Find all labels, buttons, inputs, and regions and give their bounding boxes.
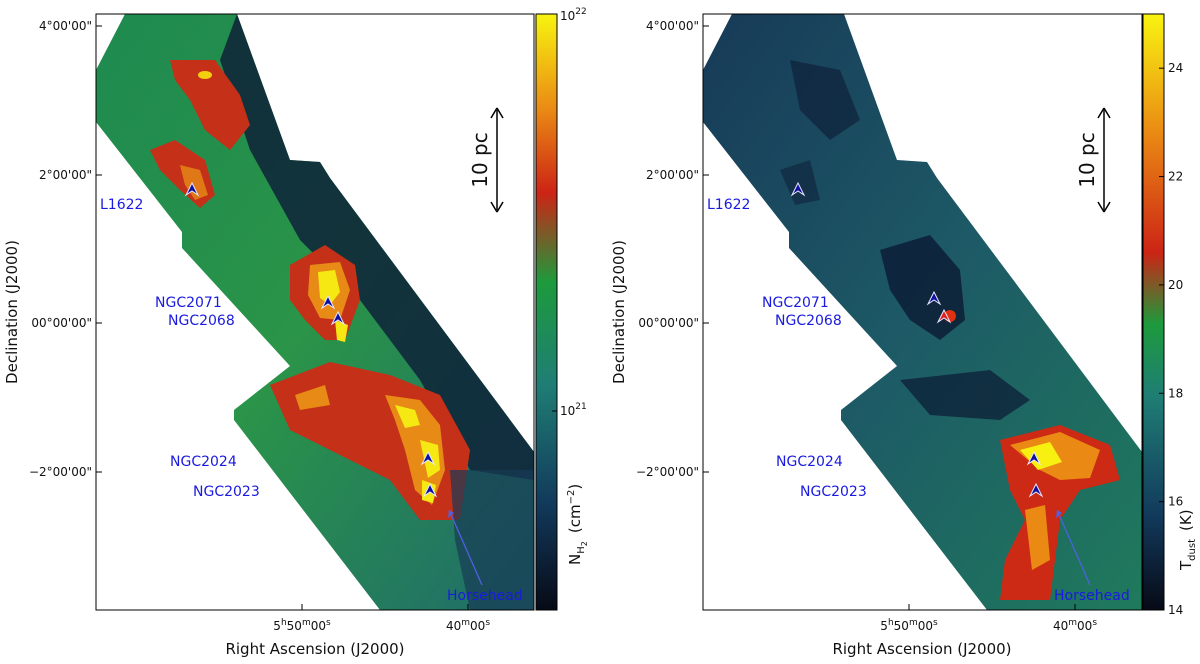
left-x-axis: 5h50m00s 40m00s Right Ascension (J2000) <box>225 604 490 658</box>
right-map <box>703 14 1142 610</box>
left-scale-label: 10 pc <box>468 132 492 188</box>
right-scale-bar: 10 pc <box>1075 107 1111 213</box>
left-marker-ngc2068 <box>330 310 346 326</box>
right-label-horsehead: Horsehead <box>1054 588 1130 604</box>
right-xtick-1: 40m00s <box>1053 618 1097 633</box>
right-x-axis: 5h50m00s 40m00s Right Ascension (J2000) <box>832 604 1097 658</box>
left-ytick-3: −2°00'00" <box>29 465 92 479</box>
left-cbar-tick-0: 1022 <box>560 7 587 23</box>
left-marker-ngc2071 <box>320 294 336 310</box>
right-label-l1622: L1622 <box>707 197 750 213</box>
right-xlabel: Right Ascension (J2000) <box>832 640 1011 658</box>
left-cbar-tick-1: 1021 <box>560 402 587 418</box>
left-label-ngc2024: NGC2024 <box>170 454 237 470</box>
right-marker-ngc2068 <box>936 308 952 324</box>
right-cbar-tick-0: 24 <box>1168 61 1183 75</box>
right-colorbar: 24 22 20 18 16 14 Tdust(K) <box>1142 13 1198 617</box>
left-label-l1622: L1622 <box>100 197 143 213</box>
right-horsehead-arrowhead <box>1056 510 1062 518</box>
right-label-ngc2071: NGC2071 <box>762 295 829 311</box>
left-marker-ngc2023 <box>422 482 438 498</box>
right-label-ngc2068: NGC2068 <box>775 313 842 329</box>
left-cloud-ngc2024 <box>270 362 470 520</box>
right-cbar-label: Tdust(K) <box>1177 509 1198 571</box>
left-panel: L1622 NGC2071 NGC2068 NGC2024 NGC2023 Ho… <box>3 7 589 658</box>
right-ytick-3: −2°00'00" <box>636 465 699 479</box>
right-axes-frame <box>702 13 1143 611</box>
left-horsehead-dark <box>450 470 534 610</box>
left-ytick-2: 00°00'00" <box>31 316 92 330</box>
left-cloud-l1622 <box>150 60 250 208</box>
right-label-ngc2024: NGC2024 <box>776 454 843 470</box>
right-colorbar-ticks: 24 22 20 18 16 14 <box>1159 61 1183 617</box>
right-ytick-1: 2°00'00" <box>646 168 699 182</box>
right-ytick-0: 4°00'00" <box>646 19 699 33</box>
right-marker-ngc2023 <box>1028 482 1044 498</box>
left-dark-edge <box>220 14 534 480</box>
left-label-ngc2068: NGC2068 <box>168 313 235 329</box>
right-panel: L1622 NGC2071 NGC2068 NGC2024 NGC2023 Ho… <box>610 13 1198 658</box>
right-dark-patches <box>780 60 1030 420</box>
right-scale-label: 10 pc <box>1075 132 1099 188</box>
right-ytick-2: 00°00'00" <box>638 316 699 330</box>
left-ytick-0: 4°00'00" <box>39 19 92 33</box>
right-xtick-0: 5h50m00s <box>880 618 938 633</box>
right-horsehead-arrow <box>1056 509 1091 586</box>
left-cloud-ngc2071 <box>290 245 360 342</box>
left-marker-ngc2024 <box>420 450 436 466</box>
left-y-axis: 4°00'00" 2°00'00" 00°00'00" −2°00'00" De… <box>3 19 102 479</box>
right-label-ngc2023: NGC2023 <box>800 484 867 500</box>
left-marker-l1622 <box>184 181 200 197</box>
right-marker-l1622 <box>790 181 806 197</box>
right-cbar-tick-3: 18 <box>1168 386 1183 400</box>
right-marker-ngc2071 <box>926 290 942 306</box>
left-xtick-0: 5h50m00s <box>273 618 331 633</box>
left-horsehead-arrowhead <box>448 510 454 518</box>
right-y-axis: 4°00'00" 2°00'00" 00°00'00" −2°00'00" De… <box>610 19 709 479</box>
left-label-ngc2023: NGC2023 <box>193 484 260 500</box>
right-marker-ngc2024 <box>1026 450 1042 466</box>
right-cbar-tick-1: 22 <box>1168 170 1183 184</box>
left-cbar-label: NH2(cm−2) <box>566 484 589 565</box>
left-axes-frame <box>95 13 535 611</box>
left-ytick-1: 2°00'00" <box>39 168 92 182</box>
left-colorbar: 1022 1021 NH2(cm−2) <box>535 7 589 611</box>
left-scale-bar: 10 pc <box>468 107 504 213</box>
right-ylabel: Declination (J2000) <box>610 240 628 384</box>
right-cbar-tick-2: 20 <box>1168 278 1183 292</box>
left-label-ngc2071: NGC2071 <box>155 295 222 311</box>
left-xtick-1: 40m00s <box>446 618 490 633</box>
left-horsehead-arrow <box>448 509 483 586</box>
left-ylabel: Declination (J2000) <box>3 240 21 384</box>
left-colorbar-strip <box>535 13 558 611</box>
left-map <box>96 14 534 610</box>
right-cbar-tick-4: 16 <box>1168 495 1183 509</box>
right-cbar-tick-5: 14 <box>1168 603 1183 617</box>
left-label-horsehead: Horsehead <box>447 588 523 604</box>
left-xlabel: Right Ascension (J2000) <box>225 640 404 658</box>
right-colorbar-strip <box>1142 13 1165 611</box>
